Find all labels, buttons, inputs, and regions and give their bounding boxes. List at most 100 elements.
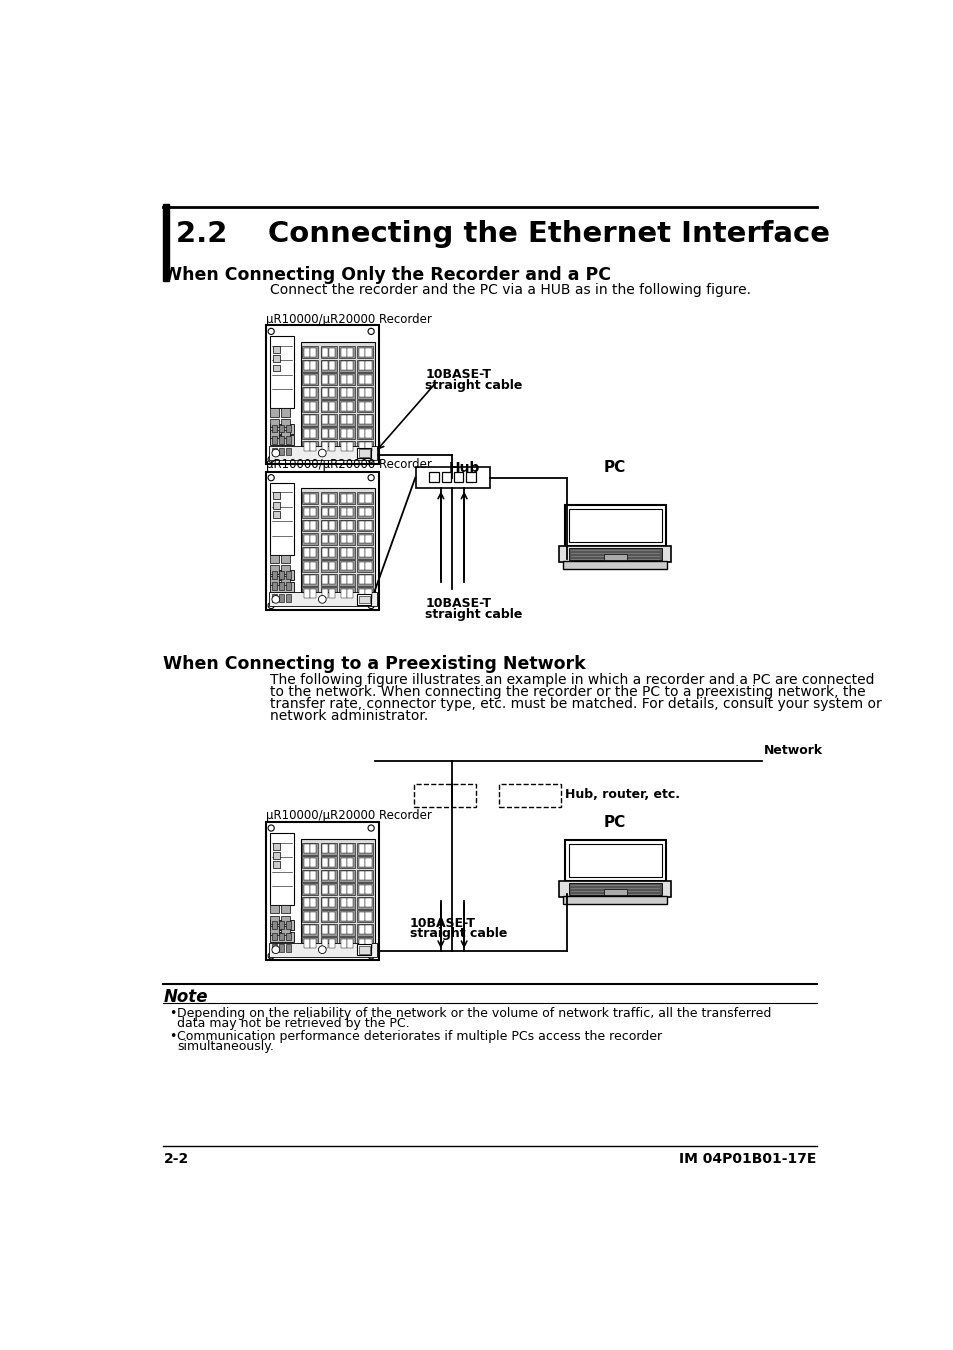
Bar xyxy=(303,416,310,424)
Bar xyxy=(310,508,316,517)
Bar xyxy=(340,871,346,880)
Bar xyxy=(365,548,371,558)
Bar xyxy=(357,493,373,505)
Bar xyxy=(347,575,353,585)
Bar xyxy=(266,822,378,960)
Bar xyxy=(320,883,336,895)
Bar xyxy=(356,944,371,954)
Bar xyxy=(340,348,346,356)
Bar xyxy=(347,389,353,397)
Bar xyxy=(338,441,355,452)
Circle shape xyxy=(272,946,279,953)
Circle shape xyxy=(318,450,326,456)
Bar xyxy=(340,362,346,370)
Bar xyxy=(365,375,371,383)
Text: •: • xyxy=(170,1030,177,1042)
Bar xyxy=(568,883,661,895)
Bar xyxy=(338,413,355,425)
Bar xyxy=(286,594,291,602)
Text: 10BASE-T: 10BASE-T xyxy=(425,369,491,381)
Bar xyxy=(357,427,373,439)
Bar xyxy=(272,594,277,602)
Text: μR10000/μR20000 Recorder: μR10000/μR20000 Recorder xyxy=(266,313,432,325)
Bar xyxy=(358,416,365,424)
Bar xyxy=(358,871,365,880)
Bar xyxy=(266,471,378,610)
Bar xyxy=(302,856,318,868)
Bar xyxy=(328,913,335,921)
Circle shape xyxy=(268,456,274,462)
Circle shape xyxy=(318,946,326,953)
Text: μR10000/μR20000 Recorder: μR10000/μR20000 Recorder xyxy=(266,809,432,822)
Bar xyxy=(365,899,371,907)
Bar xyxy=(338,937,355,949)
Bar xyxy=(320,560,336,572)
Bar xyxy=(328,443,335,451)
Bar xyxy=(310,362,316,370)
Bar xyxy=(328,926,335,934)
Bar xyxy=(270,576,278,585)
Bar xyxy=(320,413,336,425)
Bar xyxy=(322,508,328,517)
Circle shape xyxy=(368,475,374,481)
Circle shape xyxy=(268,953,274,958)
Bar xyxy=(347,535,353,544)
Bar xyxy=(310,926,316,934)
Bar xyxy=(310,443,316,451)
Bar xyxy=(328,416,335,424)
Bar xyxy=(328,899,335,907)
Bar xyxy=(357,386,373,398)
Circle shape xyxy=(268,475,274,481)
Bar xyxy=(270,336,294,409)
Bar xyxy=(272,944,277,952)
Bar xyxy=(365,348,371,356)
Text: Hub, router, etc.: Hub, router, etc. xyxy=(564,787,679,801)
Bar xyxy=(303,844,310,853)
Bar xyxy=(302,533,318,545)
Bar xyxy=(302,413,318,425)
Circle shape xyxy=(272,595,279,603)
Bar xyxy=(357,400,373,412)
Bar xyxy=(358,348,365,356)
Bar xyxy=(347,899,353,907)
Bar xyxy=(358,389,365,397)
Bar xyxy=(278,944,284,952)
Bar xyxy=(340,375,346,383)
Bar xyxy=(322,402,328,410)
Bar xyxy=(302,937,318,949)
Bar xyxy=(302,386,318,398)
Bar xyxy=(338,869,355,882)
Bar xyxy=(357,923,373,936)
Bar xyxy=(310,521,316,531)
Bar xyxy=(338,856,355,868)
Bar xyxy=(281,418,290,428)
Bar xyxy=(365,362,371,370)
Bar xyxy=(320,937,336,949)
Bar xyxy=(338,547,355,559)
Bar xyxy=(365,402,371,410)
Bar xyxy=(273,852,280,859)
Bar xyxy=(365,884,371,894)
Bar xyxy=(322,575,328,585)
Bar xyxy=(310,535,316,544)
Bar xyxy=(303,575,310,585)
Bar xyxy=(322,857,328,867)
Bar xyxy=(328,429,335,437)
Bar xyxy=(281,555,290,563)
Bar xyxy=(357,441,373,452)
Text: Connect the recorder and the PC via a HUB as in the following figure.: Connect the recorder and the PC via a HU… xyxy=(270,284,751,297)
Text: transfer rate, connector type, etc. must be matched. For details, consult your s: transfer rate, connector type, etc. must… xyxy=(270,697,882,711)
Bar xyxy=(278,448,284,455)
Bar xyxy=(357,560,373,572)
Text: Hub: Hub xyxy=(448,460,479,475)
Bar xyxy=(328,389,335,397)
Bar xyxy=(286,424,291,432)
Bar xyxy=(357,359,373,371)
Bar xyxy=(272,436,277,444)
Bar xyxy=(302,427,318,439)
Bar xyxy=(310,884,316,894)
Circle shape xyxy=(368,953,374,958)
Bar xyxy=(303,913,310,921)
Bar xyxy=(302,560,318,572)
Bar xyxy=(320,856,336,868)
